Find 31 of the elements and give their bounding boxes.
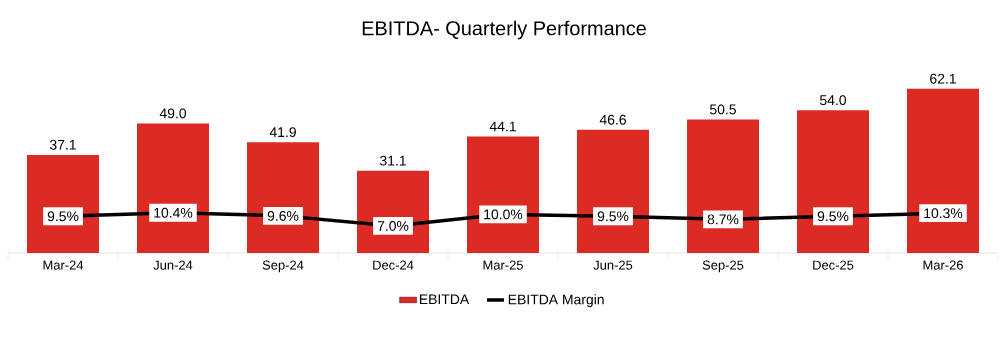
legend-label: EBITDA <box>419 294 470 305</box>
data-label: 10.3% <box>924 208 963 219</box>
x-tick-label: Mar-26 <box>923 260 963 270</box>
legend-label: EBITDA Margin <box>508 294 604 308</box>
bar <box>137 123 209 253</box>
data-label: 31.1 <box>379 155 406 166</box>
bar <box>467 136 539 253</box>
x-tick-label: Jun-24 <box>153 260 193 270</box>
x-tick-label: Jun-25 <box>593 260 633 270</box>
x-tick-label: Sep-25 <box>702 260 744 273</box>
bar <box>907 88 979 253</box>
x-tick-label: Sep-24 <box>262 260 304 273</box>
x-tick-label: Dec-25 <box>813 260 854 270</box>
data-label: 37.1 <box>49 139 76 150</box>
x-tick-label: Mar-25 <box>483 260 523 270</box>
x-tick-label: Mar-24 <box>43 260 84 270</box>
data-label: 54.0 <box>819 95 847 106</box>
data-label: 46.6 <box>599 114 626 125</box>
bar <box>247 142 319 253</box>
chart-title: EBITDA- Quarterly Performance <box>362 20 646 40</box>
bar <box>577 129 649 253</box>
data-label: 49.0 <box>159 108 187 119</box>
bar <box>797 110 869 253</box>
data-label: 10.0% <box>484 209 523 220</box>
data-label: 62.1 <box>930 73 956 84</box>
data-label: 50.5 <box>709 104 736 115</box>
bar <box>687 119 759 253</box>
data-label: 41.9 <box>269 127 296 138</box>
data-label: 10.4% <box>154 207 193 218</box>
data-label: 44.1 <box>489 121 516 132</box>
x-tick-label: Dec-24 <box>373 260 414 270</box>
